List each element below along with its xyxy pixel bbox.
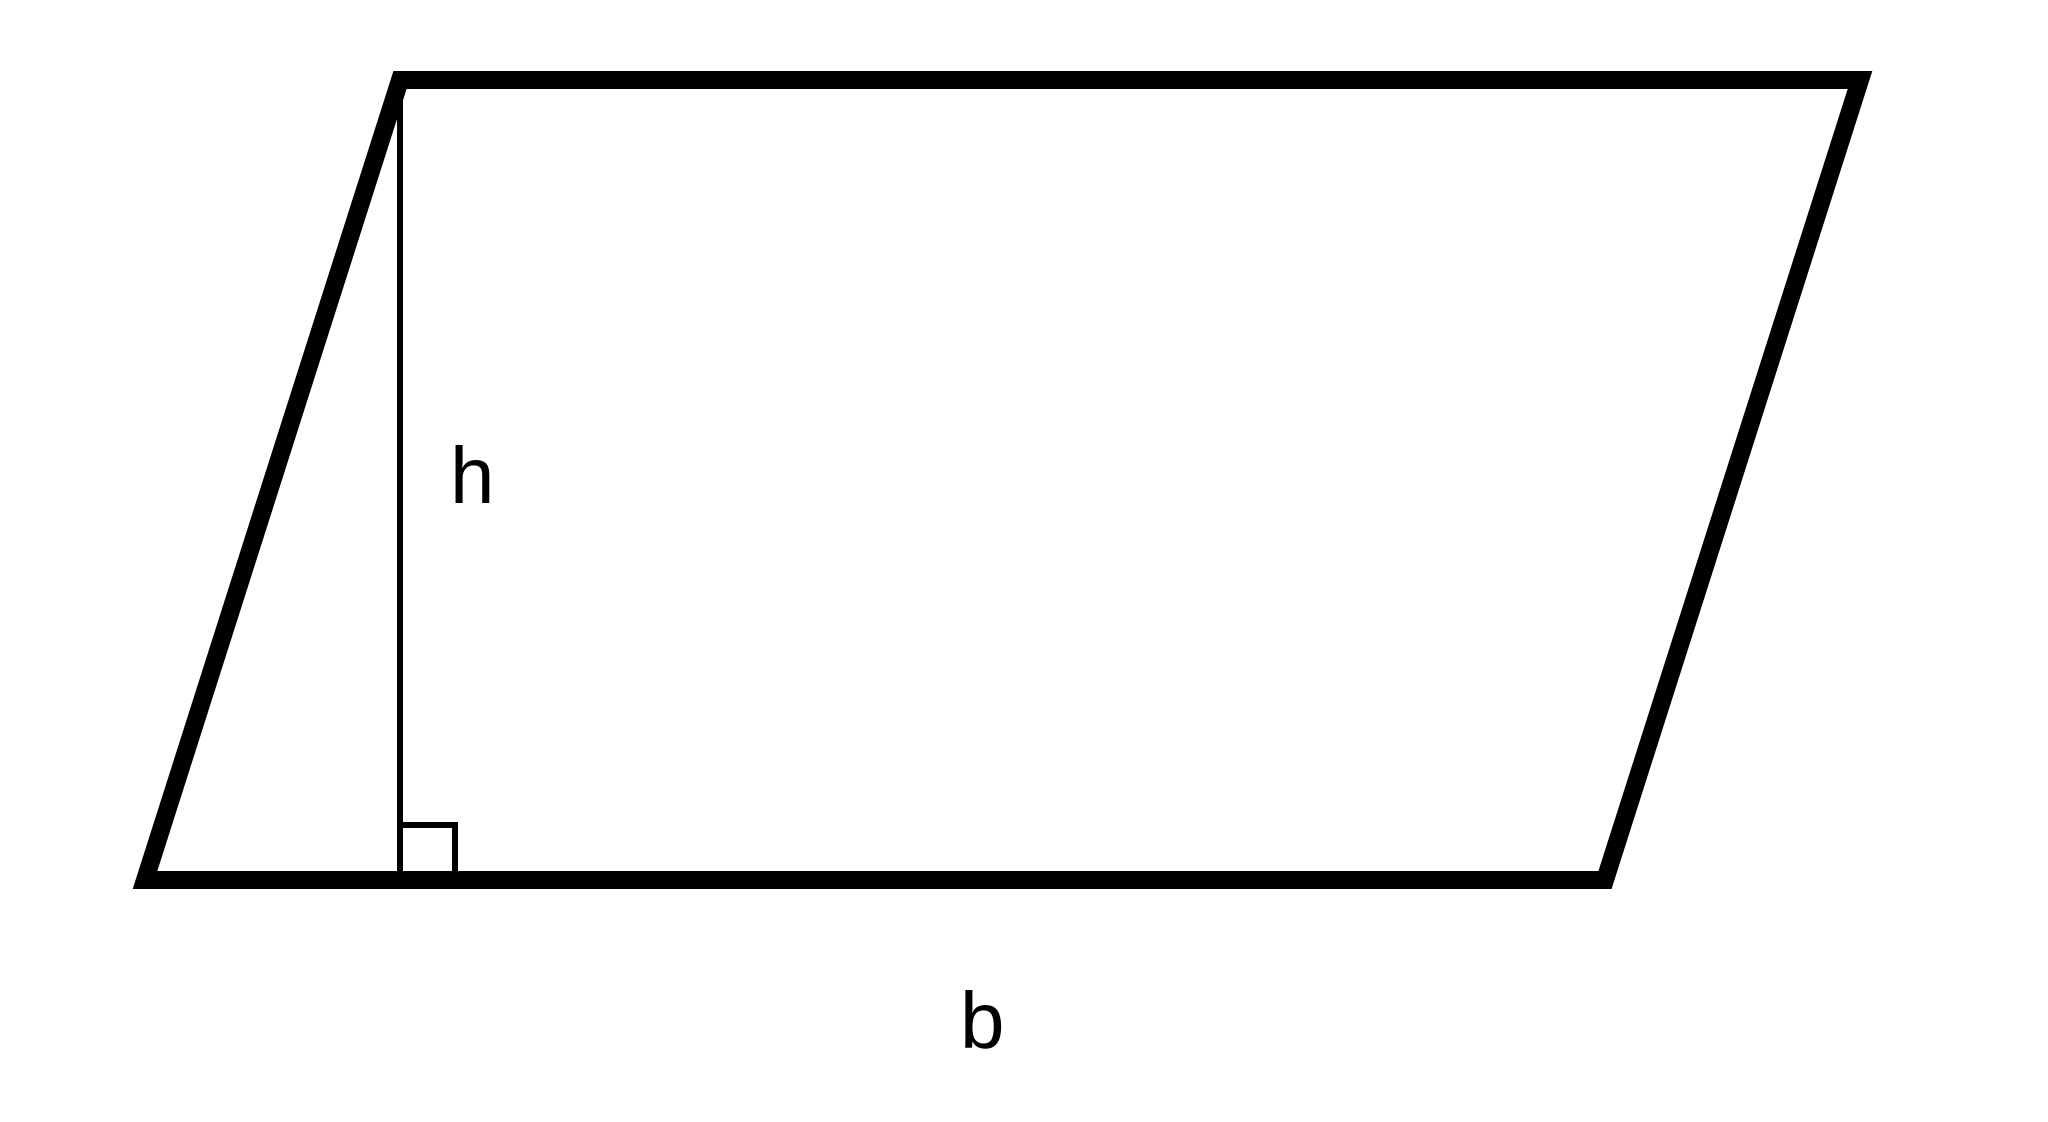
base-label: b <box>960 975 1005 1067</box>
height-label: h <box>450 430 495 522</box>
parallelogram-diagram: h b <box>0 0 2048 1117</box>
parallelogram-svg <box>0 0 2048 1117</box>
